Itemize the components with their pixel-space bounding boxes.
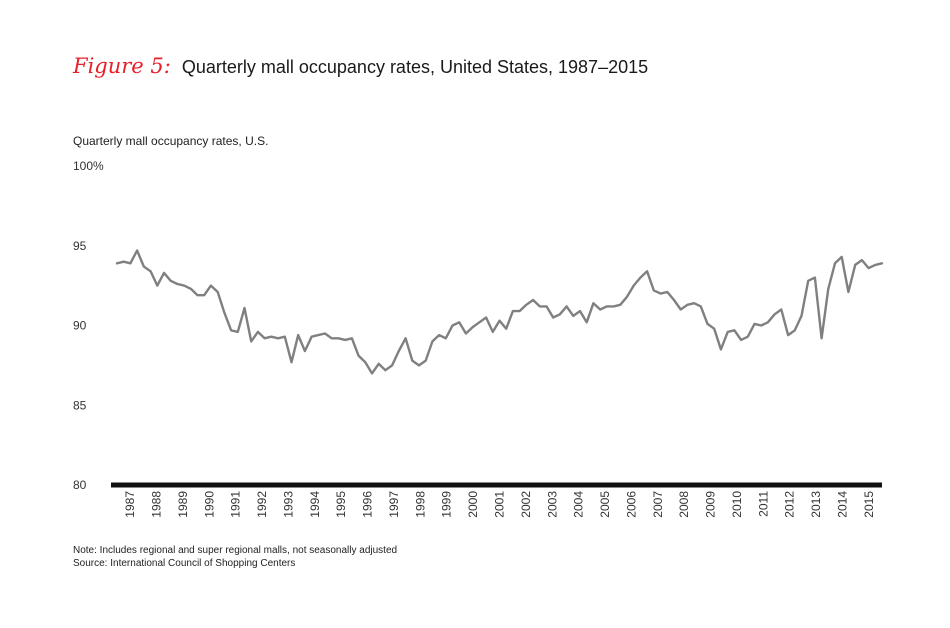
y-tick-label: 85: [73, 398, 87, 412]
x-tick-label: 1993: [281, 491, 295, 518]
x-tick-label: 2008: [677, 491, 691, 518]
y-tick-label: 90: [73, 319, 87, 333]
x-tick-label: 2006: [624, 491, 638, 518]
y-axis-label: Quarterly mall occupancy rates, U.S.: [73, 134, 269, 148]
y-tick-label: 95: [73, 239, 87, 253]
y-tick-label: 100%: [73, 159, 104, 173]
series-line-occupancy: [115, 249, 884, 375]
x-tick-labels: 1987 1988 1989 1990 1991 1992 1993 1994 1995 1996…: [123, 491, 876, 518]
x-tick-label: 1988: [150, 491, 164, 518]
figure-title: Figure 5: Quarterly mall occupancy rates…: [73, 54, 648, 78]
x-tick-label: 2001: [493, 491, 507, 518]
x-tick-label: 2003: [545, 491, 559, 518]
x-tick-label: 2015: [862, 491, 876, 518]
x-tick-label: 1997: [387, 491, 401, 518]
x-tick-label: 2009: [704, 491, 718, 518]
x-tick-label: 2014: [835, 491, 849, 518]
x-tick-label: 2011: [756, 491, 770, 517]
x-tick-label: 2002: [519, 491, 533, 518]
x-tick-label: 2000: [466, 491, 480, 518]
x-tick-label: 1999: [440, 491, 454, 518]
figure-label: Figure 5:: [73, 54, 171, 78]
x-tick-label: 1995: [334, 491, 348, 518]
x-tick-label: 2010: [730, 491, 744, 518]
x-tick-label: 1998: [413, 491, 427, 518]
y-tick-labels: 100% 95 90 85 80: [73, 159, 104, 492]
x-tick-label: 2005: [598, 491, 612, 518]
y-tick-label: 80: [73, 478, 87, 492]
x-tick-label: 2007: [651, 491, 665, 518]
x-tick-label: 1994: [308, 491, 322, 518]
source-text: Source: International Council of Shoppin…: [73, 558, 296, 569]
x-tick-label: 1992: [255, 491, 269, 518]
x-tick-label: 1989: [176, 491, 190, 518]
x-tick-label: 2004: [572, 491, 586, 518]
x-tick-label: 1987: [123, 491, 137, 518]
note-text: Note: Includes regional and super region…: [73, 545, 398, 556]
x-tick-label: 1990: [202, 491, 216, 518]
x-tick-label: 2013: [809, 491, 823, 518]
notes-block: Note: Includes regional and super region…: [73, 544, 397, 570]
x-tick-label: 2012: [783, 491, 797, 518]
x-tick-label: 1996: [361, 491, 375, 518]
x-tick-label: 1991: [229, 491, 243, 518]
figure-title-text: Quarterly mall occupancy rates, United S…: [181, 57, 649, 77]
